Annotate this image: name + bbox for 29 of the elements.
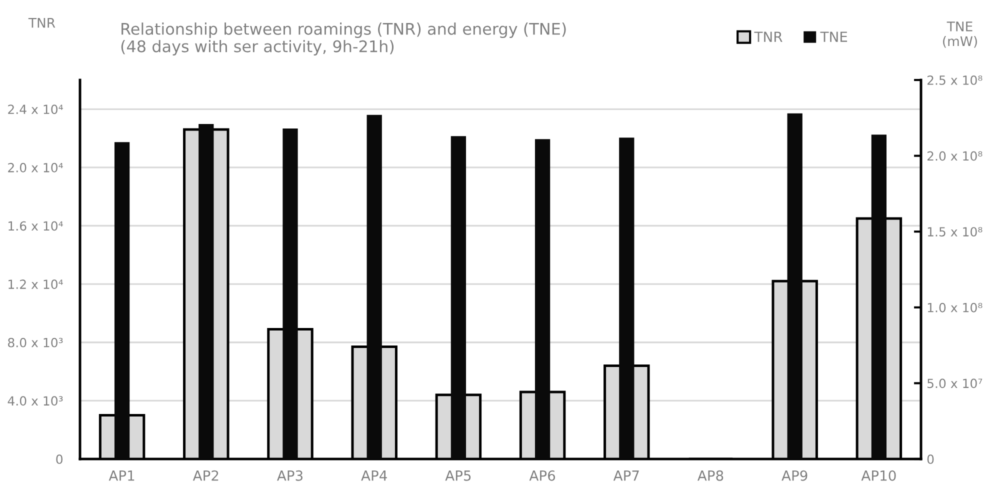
- x-tick-label: AP5: [445, 470, 471, 481]
- y2-tick-label: 0: [927, 454, 934, 464]
- y-tick-label: 2.0 x 10⁴: [8, 162, 63, 172]
- chart-title: Relationship between roamings (TNR) and energy (TNE): [122, 22, 566, 38]
- y-tick-label: 0: [56, 454, 63, 464]
- y2-tick-label: 2.0 x 10⁸: [927, 151, 982, 161]
- x-tick-label: AP8: [698, 470, 724, 481]
- x-tick-label: AP4: [361, 470, 387, 481]
- x-tick-label: AP3: [277, 470, 302, 481]
- x-tick-label: AP2: [192, 470, 218, 481]
- y-tick-label: 8.0 x 10³: [8, 338, 63, 348]
- y-tick-label: 4.0 x 10³: [8, 396, 63, 406]
- y-tick-label: 1.2 x 10⁴: [8, 280, 63, 290]
- x-tick-label: AP9: [782, 470, 808, 481]
- y-tick-label: 1.6 x 10⁴: [8, 221, 63, 231]
- legend-label: TNE: [820, 32, 848, 42]
- x-tick-label: AP1: [108, 470, 134, 481]
- y2-tick-label: 5.0 x 10⁷: [928, 378, 982, 388]
- chart-subtitle: (48 days with ser activity, 9h-21h): [121, 40, 394, 56]
- y-axis-title: TNR: [28, 18, 56, 28]
- legend-label: TNR: [754, 32, 782, 42]
- x-tick-label: AP7: [613, 470, 639, 481]
- y2-axis-title: TNE (mW): [943, 22, 977, 48]
- y2-tick-label: 1.5 x 10⁸: [928, 227, 982, 237]
- y2-tick-label: 1.0 x 10⁸: [928, 302, 982, 312]
- x-tick-label: AP10: [861, 470, 896, 481]
- y2-tick-label: 2.5 x 10⁸: [927, 75, 982, 85]
- y-tick-label: 2.4 x 10⁴: [8, 104, 63, 114]
- x-tick-label: AP6: [529, 470, 556, 481]
